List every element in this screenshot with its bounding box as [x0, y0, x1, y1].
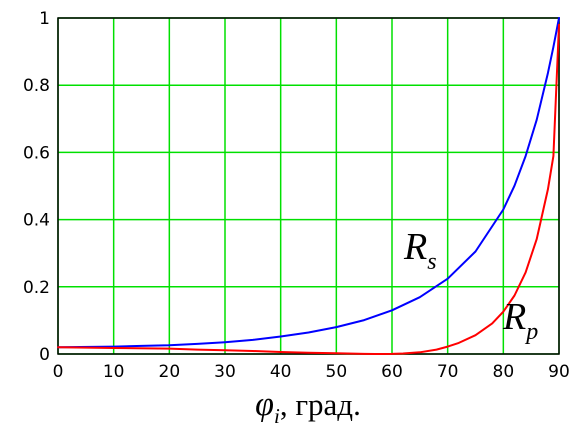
y-tick-label: 0.6: [23, 143, 50, 163]
rp-label-subscript: p: [524, 319, 538, 345]
x-tick-label: 30: [214, 362, 236, 382]
x-tick-label: 20: [159, 362, 181, 382]
x-axis-label: φi, град.: [255, 386, 361, 428]
x-tick-label: 80: [493, 362, 515, 382]
rp-curve-label: Rp: [502, 296, 538, 345]
grid-lines: [57, 17, 560, 355]
x-tick-label: 90: [548, 362, 570, 382]
y-tick-labels: 0 0.2 0.4 0.6 0.8 1: [23, 9, 50, 365]
y-tick-label: 0.4: [23, 211, 50, 231]
x-tick-label: 0: [53, 362, 64, 382]
x-tick-label: 60: [381, 362, 403, 382]
x-tick-label: 50: [326, 362, 348, 382]
y-tick-label: 1: [39, 9, 50, 29]
series-line-rs: [57, 17, 560, 349]
x-tick-label: 70: [437, 362, 459, 382]
x-axis-subscript: i: [274, 404, 280, 428]
y-tick-label: 0: [39, 345, 50, 365]
curves: [57, 17, 560, 355]
x-tick-label: 10: [103, 362, 125, 382]
y-tick-label: 0.8: [23, 76, 50, 96]
series-line-rp: [57, 23, 560, 355]
y-tick-label: 0.2: [23, 278, 50, 298]
x-tick-labels: 0 10 20 30 40 50 60 70 80 90: [53, 362, 570, 382]
x-tick-label: 40: [270, 362, 292, 382]
x-axis-symbol: φ: [255, 386, 274, 423]
rs-curve-label: Rs: [403, 226, 437, 275]
plot-frame: [57, 17, 560, 355]
x-axis-unit: , град.: [280, 387, 361, 422]
rs-label-subscript: s: [427, 249, 436, 275]
